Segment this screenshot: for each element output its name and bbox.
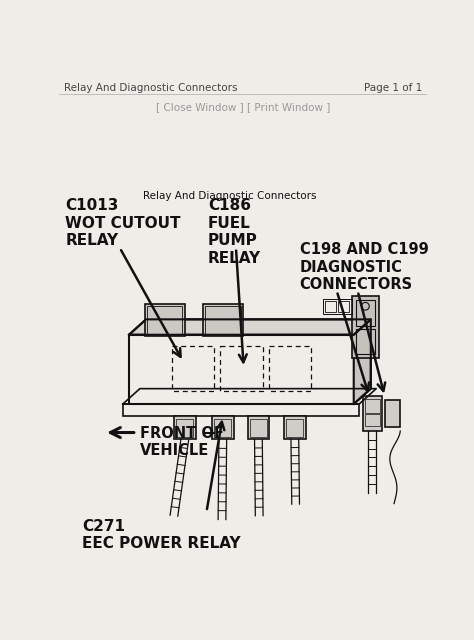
Bar: [323, 298, 352, 314]
Text: Page 1 of 1: Page 1 of 1: [364, 83, 422, 93]
Text: C1013
WOT CUTOUT
RELAY: C1013 WOT CUTOUT RELAY: [65, 198, 181, 248]
Bar: [147, 307, 182, 334]
Bar: [220, 346, 263, 391]
Bar: [247, 417, 269, 440]
Bar: [365, 399, 380, 413]
Text: C198 AND C199
DIAGNOSTIC
CONNECTORS: C198 AND C199 DIAGNOSTIC CONNECTORS: [300, 243, 428, 292]
Bar: [356, 330, 375, 354]
Text: Relay And Diagnostic Connectors: Relay And Diagnostic Connectors: [143, 191, 317, 201]
Text: FRONT OF
VEHICLE: FRONT OF VEHICLE: [140, 426, 224, 458]
Bar: [338, 301, 349, 312]
Bar: [284, 417, 306, 440]
Bar: [365, 414, 380, 426]
Polygon shape: [129, 319, 371, 335]
Bar: [385, 400, 400, 427]
Bar: [363, 396, 383, 431]
Bar: [205, 307, 241, 334]
Bar: [268, 346, 311, 391]
Bar: [286, 419, 303, 437]
Bar: [129, 335, 354, 404]
Bar: [172, 346, 214, 391]
Polygon shape: [354, 319, 371, 404]
Bar: [212, 417, 234, 440]
Bar: [123, 404, 359, 417]
Text: C271
EEC POWER RELAY: C271 EEC POWER RELAY: [82, 519, 241, 551]
Text: [ Close Window ] [ Print Window ]: [ Close Window ] [ Print Window ]: [156, 102, 330, 112]
Bar: [356, 300, 375, 326]
Bar: [145, 304, 185, 336]
Bar: [325, 301, 336, 312]
Bar: [250, 419, 267, 437]
Bar: [176, 419, 193, 437]
Bar: [174, 417, 196, 440]
Bar: [352, 296, 379, 358]
Bar: [202, 304, 243, 336]
Text: C186
FUEL
PUMP
RELAY: C186 FUEL PUMP RELAY: [208, 198, 261, 266]
Bar: [214, 419, 231, 437]
Text: Relay And Diagnostic Connectors: Relay And Diagnostic Connectors: [64, 83, 237, 93]
